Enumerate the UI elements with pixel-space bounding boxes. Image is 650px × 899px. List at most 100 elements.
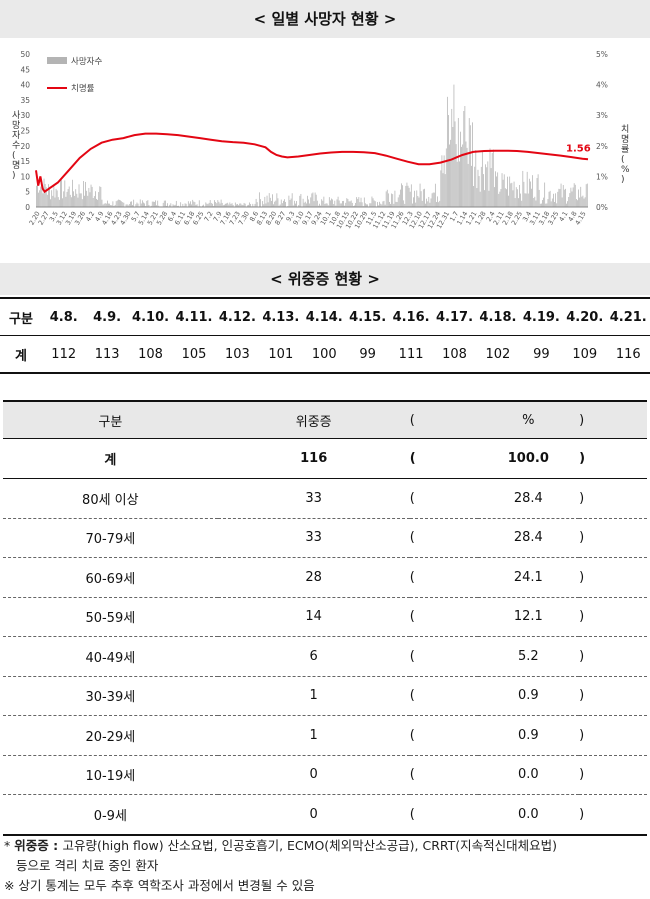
death-bar (180, 202, 182, 207)
death-bar (271, 200, 272, 207)
death-bar (205, 202, 207, 207)
death-bar (60, 180, 61, 207)
death-bar (439, 200, 441, 207)
footnote-statistics-note: ※ 상기 통계는 모두 추후 역학조사 과정에서 변경될 수 있음 (4, 878, 315, 893)
death-bar (531, 188, 532, 207)
death-bar (325, 203, 327, 207)
death-bar (281, 203, 283, 207)
death-bar (507, 176, 508, 207)
death-bar (266, 195, 268, 207)
death-bar (565, 188, 566, 207)
open-paren: ( (409, 636, 478, 677)
death-bar (249, 202, 250, 207)
death-bar (437, 196, 438, 207)
death-bar (255, 198, 257, 207)
death-bar (285, 201, 286, 207)
severe-value-9: 108 (432, 335, 477, 374)
y2-tick-label: 0% (596, 203, 608, 212)
age-severe-count: 0 (217, 794, 410, 836)
age-group: 50-59세 (3, 597, 218, 637)
death-bar (315, 194, 317, 207)
death-bar (430, 198, 432, 207)
severe-value-4: 103 (215, 335, 260, 374)
death-bar (305, 203, 307, 207)
death-bar (211, 203, 213, 207)
death-bar (404, 203, 406, 207)
death-bar (335, 205, 337, 207)
death-bar (547, 199, 549, 207)
age-severe-count: 33 (217, 518, 410, 558)
severe-date-11: 4.19. (519, 297, 564, 336)
death-bar (95, 191, 96, 207)
death-bar (506, 189, 507, 207)
age-row: 20-29세 1(0.9) (3, 715, 647, 756)
severe-date-9: 4.17. (432, 297, 477, 336)
age-percent: 28.4 (477, 518, 580, 558)
death-bar (208, 202, 210, 207)
death-bar (121, 201, 123, 207)
severe-value-3: 105 (172, 335, 216, 374)
death-bar (111, 205, 113, 207)
death-bar (441, 155, 443, 207)
death-bar (241, 204, 243, 207)
death-bar (156, 205, 158, 207)
footnote-definition: 고유량(high flow) 산소요법, 인공호흡기, ECMO(체외막산소공급… (62, 838, 558, 853)
death-bar (49, 186, 50, 207)
severe-date-0: 4.8. (42, 297, 86, 336)
death-bar (116, 200, 118, 207)
death-bar (446, 96, 448, 207)
death-bar (238, 205, 239, 207)
death-bar (155, 200, 156, 207)
death-bar (421, 200, 423, 207)
age-row: 70-79세 33(28.4) (3, 518, 647, 558)
death-bar (496, 176, 497, 207)
death-bar (557, 191, 559, 207)
death-bar (459, 161, 460, 207)
death-bar (132, 204, 133, 207)
severe-value-12: 109 (563, 335, 607, 374)
death-bar (300, 193, 302, 207)
death-bar (288, 195, 290, 207)
death-bar (67, 189, 69, 207)
open-paren: ( (409, 478, 478, 519)
death-bar (538, 189, 540, 207)
death-bar (114, 204, 116, 207)
death-bar (425, 203, 426, 207)
death-bar (408, 187, 410, 207)
death-bar (103, 203, 105, 207)
severe-date-2: 4.10. (128, 297, 173, 336)
death-bar (508, 195, 509, 207)
death-bar (418, 197, 420, 207)
death-bar (327, 205, 329, 207)
death-bar (521, 200, 523, 207)
death-bar (339, 203, 341, 207)
death-bar (454, 121, 456, 207)
death-bar (229, 202, 231, 207)
death-bar (526, 171, 528, 207)
death-bar (280, 199, 282, 207)
death-bar (252, 203, 254, 207)
death-bar (42, 193, 44, 207)
age-percent: 12.1 (477, 597, 580, 637)
death-bar (52, 195, 54, 207)
death-bar (137, 203, 139, 207)
death-bar (337, 196, 339, 207)
death-bar (63, 191, 65, 207)
death-bar (104, 203, 106, 207)
death-bar (523, 181, 525, 207)
death-bar (488, 190, 490, 207)
death-bar (438, 202, 440, 207)
death-bar (135, 204, 137, 207)
death-bar (265, 203, 267, 207)
death-bar (346, 198, 348, 207)
death-bar (284, 199, 285, 207)
death-bar (250, 203, 252, 207)
death-bar (571, 191, 573, 207)
death-bar (178, 205, 179, 207)
section-title-daily-deaths: < 일별 사망자 현황 > (0, 0, 650, 38)
death-bar (389, 201, 390, 207)
death-bar (62, 198, 63, 207)
death-bar (55, 188, 57, 207)
death-bar (554, 201, 555, 207)
death-bar (478, 176, 480, 207)
